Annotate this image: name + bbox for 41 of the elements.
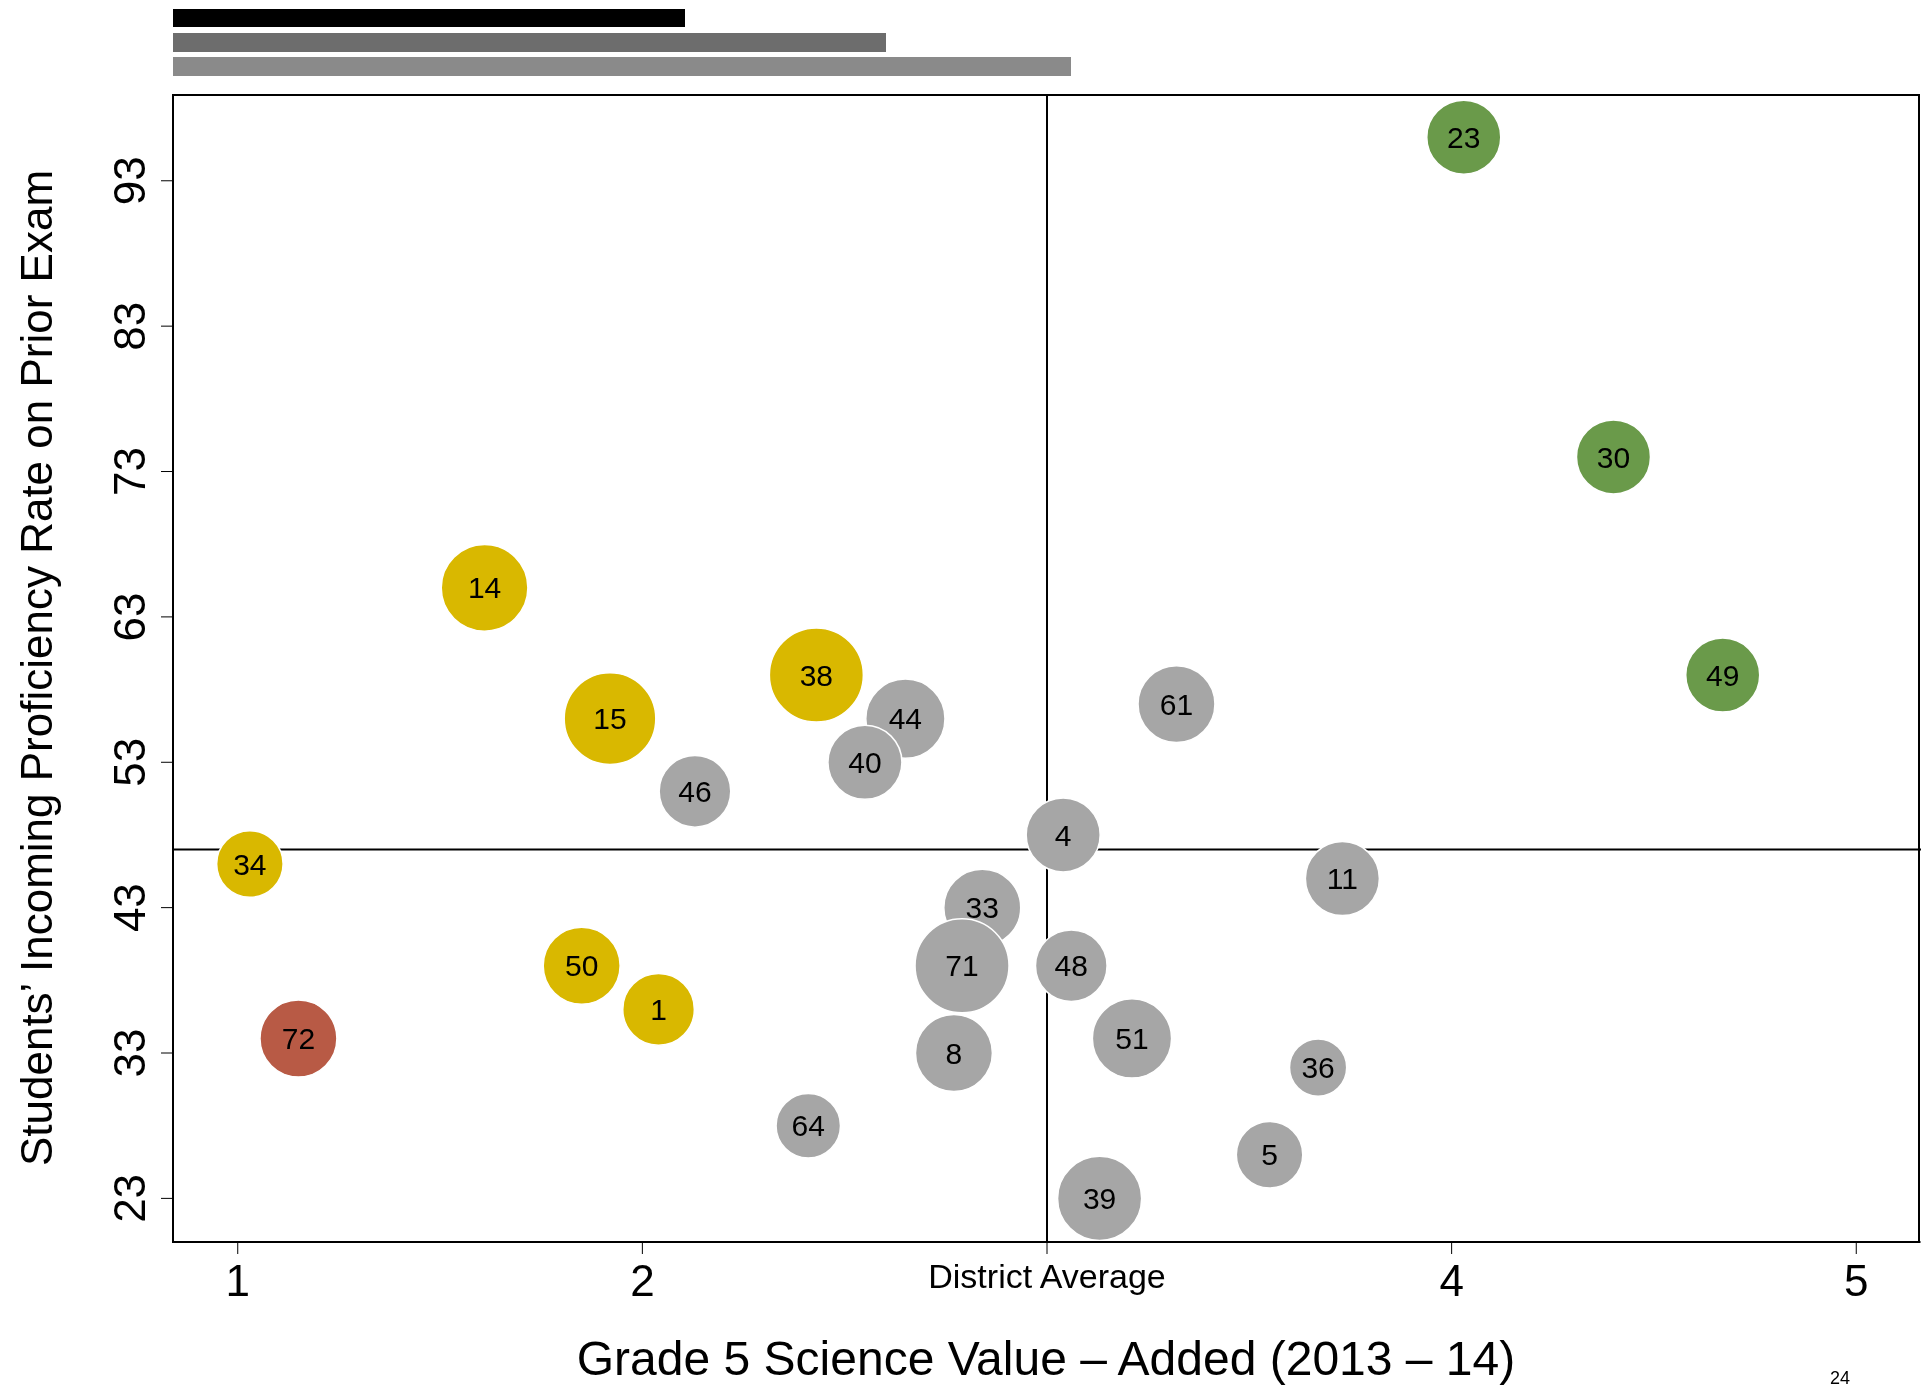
y-tick-label: 83	[105, 301, 154, 351]
y-tick-label: 23	[105, 1173, 154, 1223]
annotation: 23	[1447, 120, 1481, 154]
annotation: 44	[888, 702, 923, 736]
text: 24	[1829, 1368, 1851, 1388]
y-tick-label: 33	[105, 1028, 154, 1078]
x-axis-title: Grade 5 Science Value – Added (2013 – 14)	[576, 1332, 1516, 1385]
y-tick-label: 63	[105, 592, 154, 642]
annotation: 1	[650, 993, 667, 1027]
x-tick-label: 5	[1844, 1256, 1869, 1305]
annotation: 14	[467, 571, 502, 605]
x-tick-label: District Average	[928, 1257, 1166, 1295]
annotation: 64	[791, 1109, 825, 1143]
annotation: 49	[1706, 658, 1740, 692]
annotation: 61	[1159, 687, 1194, 721]
annotation: 71	[945, 949, 979, 983]
annotation: 11	[1326, 862, 1358, 896]
annotation: 30	[1596, 440, 1631, 474]
annotation: 39	[1082, 1182, 1117, 1216]
annotation: 46	[678, 774, 712, 808]
y-tick-label: 43	[105, 883, 154, 933]
annotation: 4	[1054, 818, 1072, 852]
annotation: 15	[593, 702, 627, 736]
annotation: 40	[848, 745, 882, 779]
annotation: 38	[799, 658, 834, 692]
annotation: 36	[1301, 1051, 1335, 1085]
annotation: 48	[1054, 949, 1088, 983]
annotation: 5	[1261, 1138, 1278, 1172]
y-tick-label: 53	[105, 737, 154, 787]
annotation: 50	[564, 949, 599, 983]
annotation: 34	[233, 847, 267, 881]
annotation: 51	[1115, 1022, 1149, 1056]
x-tick-label: 2	[630, 1256, 655, 1305]
x-tick-label: 1	[225, 1256, 250, 1305]
x-tick-label: 4	[1439, 1256, 1464, 1305]
y-axis-title: Students’ Incoming Proficiency Rate on Prior Exam	[12, 169, 61, 1167]
y-tick-label: 73	[105, 447, 154, 496]
y-tick-label: 93	[105, 156, 154, 206]
annotation: 8	[945, 1036, 963, 1070]
annotation: 33	[965, 891, 999, 925]
annotation: 72	[281, 1022, 316, 1056]
